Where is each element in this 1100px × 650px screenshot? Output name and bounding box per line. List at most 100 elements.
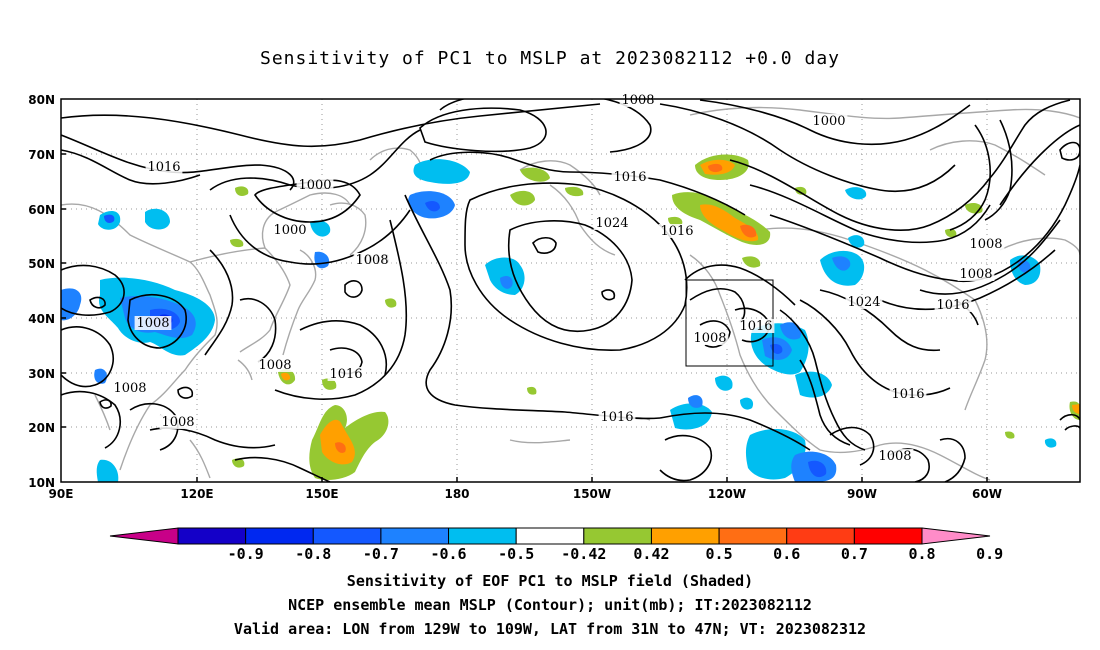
contour-label: 1000 (273, 223, 306, 238)
map-title: Sensitivity of PC1 to MSLP at 2023082112… (259, 48, 840, 69)
lat-label: 40N (28, 312, 55, 326)
mslp-contours (61, 99, 1080, 482)
caption-line-3: Valid area: LON from 129W to 109W, LAT f… (233, 620, 867, 638)
contour-label: 1024 (847, 295, 880, 310)
contour-label: 1008 (355, 253, 388, 268)
lat-label: 10N (28, 476, 55, 490)
contour-label: 1008 (959, 267, 992, 282)
colorbar-low-extend (109, 527, 179, 545)
colorbar-label: -0.9 (228, 545, 264, 563)
axis-ticks (61, 153, 988, 482)
contour-label: 1016 (739, 319, 772, 334)
contour-label-bg (593, 216, 631, 230)
caption-line-2: NCEP ensemble mean MSLP (Contour); unit(… (288, 596, 812, 614)
contour-label-bg (134, 316, 172, 330)
contour-label-bg (889, 387, 927, 401)
colorbar-swatch (853, 527, 923, 545)
contour-label: 1016 (600, 410, 633, 425)
colorbar-swatch (515, 527, 585, 545)
lat-label: 20N (28, 421, 55, 435)
colorbar-label: 0.8 (908, 545, 935, 563)
lon-label: 180 (444, 487, 469, 501)
contour-label-bg (256, 358, 294, 372)
colorbar-swatch (245, 527, 314, 545)
contour-label-bg (327, 367, 365, 381)
contour-label: 1008 (161, 415, 194, 430)
contour-label: 1008 (969, 237, 1002, 252)
contour-label: 1024 (595, 216, 628, 231)
contour-label: 1016 (936, 298, 969, 313)
lon-label: 90W (847, 487, 877, 501)
colorbar-label: 0.6 (773, 545, 800, 563)
contour-label: 1008 (621, 93, 654, 108)
colorbar-label: 0.5 (706, 545, 733, 563)
contour-label: 1008 (693, 331, 726, 346)
colorbar-swatch (718, 527, 788, 545)
contour-label: 1008 (113, 381, 146, 396)
colorbar-swatch (786, 527, 855, 545)
contour-label-bg (810, 114, 848, 128)
colorbar-label: -0.8 (295, 545, 331, 563)
contour-label-bg (159, 415, 197, 429)
contour-labels: 1008 1000 1016 1008 1000 1008 1016 1024 1016 1008… (111, 93, 1005, 464)
contour-label-bg (296, 178, 334, 192)
colorbar-swatch (583, 527, 652, 545)
colorbar: -0.9 -0.8 -0.7 -0.6 -0.5 -0.42 0.42 0.5 0.6 0.7 0.… (109, 527, 1003, 563)
lat-label: 50N (28, 257, 55, 271)
contour-label-bg (737, 319, 775, 333)
colorbar-label: 0.7 (841, 545, 868, 563)
contour-label-bg (271, 223, 309, 237)
lon-label: 150E (305, 487, 338, 501)
lat-labels: 80N 70N 60N 50N 40N 30N 20N 10N (28, 93, 55, 490)
colorbar-swatch (177, 527, 247, 545)
lon-label: 120E (180, 487, 213, 501)
lat-label: 80N (28, 93, 55, 107)
contour-label-bg (658, 224, 696, 238)
contour-label: 1016 (660, 224, 693, 239)
colorbar-label: 0.42 (633, 545, 669, 563)
colorbar-swatch (650, 527, 720, 545)
lon-label: 90E (49, 487, 74, 501)
lon-label: 150W (573, 487, 611, 501)
contour-label-bg (353, 253, 391, 267)
colorbar-swatch (380, 527, 450, 545)
contour-label: 1016 (891, 387, 924, 402)
plot-area (61, 99, 1080, 482)
colorbar-high-extend (921, 527, 991, 545)
contour-label-bg (111, 381, 149, 395)
plot-border (60, 98, 1081, 483)
contour-label: 1016 (147, 160, 180, 175)
lon-labels: 90E 120E 150E 180 150W 120W 90W 60W (49, 487, 1002, 501)
contour-label-bg (957, 267, 995, 281)
colorbar-swatch (312, 527, 382, 545)
contour-label: 1008 (258, 358, 291, 373)
contour-label: 1000 (298, 178, 331, 193)
colorbar-label: -0.42 (561, 545, 606, 563)
lon-label: 120W (708, 487, 746, 501)
colorbar-label: -0.7 (363, 545, 399, 563)
contour-label-bg (691, 331, 729, 345)
colorbar-label: 0.9 (976, 545, 1003, 563)
lat-label: 30N (28, 367, 55, 381)
contour-label-bg (598, 410, 636, 424)
caption-line-1: Sensitivity of EOF PC1 to MSLP field (Sh… (346, 572, 754, 590)
contour-label: 1000 (812, 114, 845, 129)
colorbar-label: -0.5 (498, 545, 534, 563)
contour-label-bg (876, 449, 914, 463)
lat-label: 60N (28, 203, 55, 217)
contour-label: 1008 (136, 316, 169, 331)
contour-label-bg (967, 237, 1005, 251)
contour-label: 1016 (613, 170, 646, 185)
lon-label: 60W (972, 487, 1002, 501)
contour-label: 1016 (329, 367, 362, 382)
coastlines (61, 106, 1080, 481)
contour-label-bg (845, 295, 883, 309)
colorbar-swatch (448, 527, 517, 545)
contour-label-bg (145, 160, 183, 174)
contour-label-bg (619, 93, 657, 107)
contour-label-bg (934, 298, 972, 312)
colorbar-label: -0.6 (430, 545, 466, 563)
contour-label-bg (611, 170, 649, 184)
contour-label: 1008 (878, 449, 911, 464)
